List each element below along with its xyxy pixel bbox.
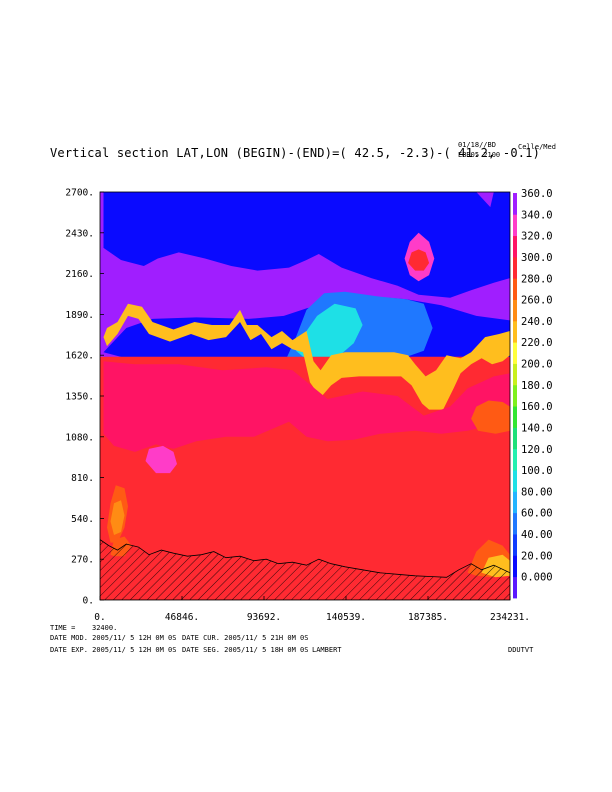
time-label: TIME =	[50, 624, 76, 632]
colorbar-swatch	[513, 320, 517, 343]
contour-bands	[100, 192, 510, 600]
y-tick-label: 1890.	[65, 310, 94, 321]
colorbar-level-label: 160.0	[521, 401, 553, 413]
x-tick-label: 93692.	[247, 612, 281, 623]
colorbar-level-label: 20.00	[521, 550, 553, 562]
contour-band-320-7	[103, 361, 510, 452]
colorbar-level-label: 200.0	[521, 359, 553, 371]
header-stamp-line1: 01/18//BD	[458, 141, 496, 149]
contour-band-300-10	[408, 249, 430, 271]
y-tick-label: 810.	[71, 473, 94, 484]
y-tick-label: 1620.	[65, 351, 94, 362]
field-name: DDUTVT	[508, 646, 534, 654]
colorbar-swatch	[513, 384, 517, 407]
y-tick-label: 0.	[83, 596, 94, 607]
contour-band-340-8	[145, 445, 177, 474]
colorbar: 0.000 20.00 40.00 60.00 80.00 100.0 120.0 140.0…	[513, 188, 553, 599]
colorbar-level-label: 360.0	[521, 188, 553, 200]
date-exp: DATE EXP. 2005/11/ 5 12H 0M 0S	[50, 646, 177, 654]
terrain-hatch	[100, 539, 510, 600]
y-tick-label: 2430.	[65, 228, 94, 239]
x-axis-ticks: 0. 46846. 93692. 140539. 187385. 234231.	[94, 596, 530, 623]
colorbar-swatch	[513, 193, 517, 215]
colorbar-swatch	[513, 555, 517, 578]
colorbar-level-label: 40.00	[521, 529, 553, 541]
colorbar-swatch	[513, 278, 517, 300]
y-tick-label: 2160.	[65, 269, 94, 280]
colorbar-level-label: 340.0	[521, 209, 553, 221]
colorbar-level-label: 100.0	[521, 465, 553, 477]
colorbar-level-label: 300.0	[521, 252, 553, 264]
colorbar-level-label: 60.00	[521, 508, 553, 520]
colorbar-swatch	[513, 256, 517, 279]
colorbar-level-label: 120.0	[521, 444, 553, 456]
contour-band-240-6	[103, 303, 510, 410]
y-tick-label: 1080.	[65, 432, 94, 443]
colorbar-swatch	[513, 406, 517, 428]
colorbar-swatch	[513, 512, 517, 535]
colorbar-swatch	[513, 491, 517, 514]
colorbar-swatch	[513, 235, 517, 258]
contour-band-280-13	[471, 400, 510, 434]
y-tick-label: 270.	[71, 555, 94, 566]
x-tick-label: 0.	[94, 612, 105, 623]
colorbar-swatch	[513, 342, 517, 364]
date-mod: DATE MOD. 2005/11/ 5 12H 0M 0S	[50, 634, 177, 642]
colorbar-level-label: 220.0	[521, 337, 553, 349]
header-stamp-line2: EBR05 2100	[458, 151, 501, 159]
header-model-tag: Celle/Med	[518, 143, 556, 151]
colorbar-level-label: 320.0	[521, 231, 553, 243]
x-tick-label: 187385.	[408, 612, 448, 623]
header-title: Vertical section LAT,LON (BEGIN)-(END)=(…	[50, 146, 541, 160]
colorbar-swatch	[513, 427, 517, 450]
date-seg: DATE SEG. 2005/11/ 5 18H 0M 0S	[182, 646, 309, 654]
y-tick-label: 2700.	[65, 188, 94, 199]
colorbar-swatch	[513, 470, 517, 492]
colorbar-swatch	[513, 534, 517, 556]
colorbar-level-label: 0.000	[521, 572, 553, 584]
colorbar-level-label: 260.0	[521, 295, 553, 307]
contour-band-100-4	[296, 303, 363, 371]
colorbar-swatch	[513, 448, 517, 471]
colorbar-swatch	[513, 299, 517, 322]
time-value: 32400.	[92, 624, 118, 632]
colorbar-swatch	[513, 576, 517, 599]
y-tick-label: 540.	[71, 514, 94, 525]
colorbar-swatch	[513, 363, 517, 386]
x-tick-label: 46846.	[165, 612, 199, 623]
colorbar-level-label: 80.00	[521, 486, 553, 498]
y-tick-label: 1350.	[65, 392, 94, 403]
colorbar-level-label: 240.0	[521, 316, 553, 328]
colorbar-level-label: 180.0	[521, 380, 553, 392]
date-cur: DATE CUR. 2005/11/ 5 21H 0M 0S	[182, 634, 309, 642]
contour-band-260-12	[110, 500, 125, 535]
contour-band-20-1	[103, 192, 510, 298]
x-tick-label: 140539.	[326, 612, 366, 623]
colorbar-level-label: 140.0	[521, 423, 553, 435]
y-axis-ticks: 0. 270. 540. 810. 1080. 1350. 1620. 1890. 2160. 2…	[65, 188, 104, 607]
projection-label: LAMBERT	[312, 646, 342, 654]
colorbar-swatch	[513, 214, 517, 237]
x-tick-label: 234231.	[490, 612, 530, 623]
colorbar-level-label: 280.0	[521, 273, 553, 285]
